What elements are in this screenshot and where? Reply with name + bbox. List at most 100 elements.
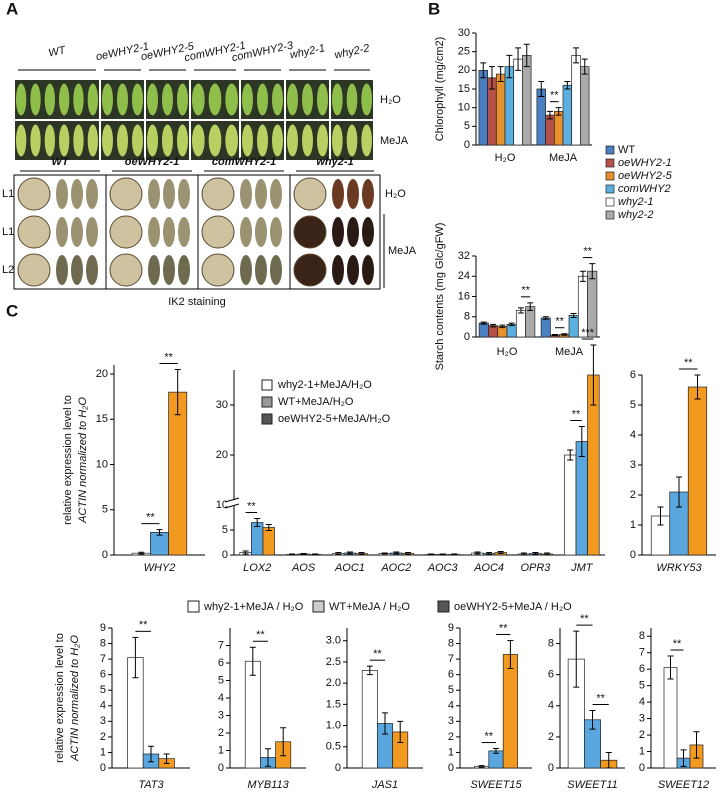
y-tick-label: 4	[100, 700, 106, 712]
panel-label: B	[428, 0, 440, 18]
stained-leaf	[240, 255, 252, 285]
y-tick-label: 16	[458, 290, 470, 302]
error-bar	[174, 369, 181, 416]
y-tick-label: 6	[448, 669, 454, 681]
bar	[262, 527, 275, 556]
stained-leaf	[178, 255, 190, 285]
leaf	[361, 83, 372, 116]
y-tick-label: 6	[218, 657, 224, 669]
error-bar	[657, 506, 664, 526]
leaf	[102, 124, 113, 157]
leaf	[208, 83, 222, 116]
bar	[150, 532, 169, 556]
y-tick-label: 1	[448, 746, 454, 758]
bar	[571, 55, 581, 146]
y-tick-label: 30	[458, 27, 470, 39]
leaf	[242, 83, 253, 116]
bar	[361, 670, 378, 769]
bar	[244, 660, 261, 769]
bar	[575, 441, 588, 556]
error-bar	[667, 655, 674, 680]
error-bar	[590, 344, 597, 406]
error-bar	[249, 646, 256, 676]
y-tick-label: 1	[218, 744, 224, 756]
y-tick-label: 1.5	[326, 698, 341, 710]
y-tick-label: 10	[96, 458, 108, 470]
y-tick-label: 20	[458, 64, 470, 76]
stained-leaf	[255, 179, 267, 209]
stained-leaf	[86, 255, 98, 285]
rosette	[201, 215, 235, 249]
rosette	[293, 215, 327, 249]
rosette	[109, 177, 143, 211]
x-tick-label: AOC2	[380, 562, 411, 574]
leaf	[30, 124, 41, 157]
caption: IK2 staining	[168, 296, 225, 308]
error-bar	[148, 745, 154, 763]
y-tick-label: 6	[100, 669, 106, 681]
axis-break	[224, 497, 240, 503]
x-tick-label: LOX2	[243, 562, 271, 574]
bar	[687, 386, 708, 556]
legend-swatch	[261, 396, 273, 408]
error-bar	[300, 553, 307, 555]
leaf	[302, 83, 313, 116]
stained-leaf	[56, 217, 68, 247]
stained-leaf	[71, 179, 83, 209]
error-bar	[478, 765, 485, 768]
error-bar	[676, 476, 682, 508]
error-bar	[497, 551, 504, 554]
y-tick-label: 0	[102, 549, 108, 561]
y-tick-label: 20	[216, 449, 228, 461]
y-tick-label: 4	[448, 700, 454, 712]
error-bar	[163, 753, 170, 764]
error-bar	[567, 449, 574, 461]
error-bar	[579, 270, 586, 282]
y-tick-label: 7	[639, 647, 645, 659]
error-bar	[523, 43, 530, 68]
error-bar	[439, 553, 446, 556]
x-tick-label: H₂O	[497, 346, 518, 358]
error-bar	[544, 552, 551, 556]
error-bar	[497, 66, 504, 83]
stained-leaf	[240, 179, 252, 209]
y-axis-label: Starch contents (mg Glc/gFW)	[434, 223, 446, 371]
bar	[478, 69, 488, 146]
y-tick-label: 5	[222, 524, 228, 536]
treatment-label: MeJA	[380, 135, 409, 147]
rosette	[201, 177, 235, 211]
bar	[564, 454, 577, 556]
y-tick-label: 0.5	[326, 741, 341, 753]
leaf	[73, 83, 84, 116]
x-tick-label: OPR3	[520, 562, 551, 574]
leaf	[272, 83, 283, 116]
y-tick-label: 0	[464, 139, 470, 151]
leaf	[225, 124, 239, 157]
y-axis-label: relative expression level to	[62, 395, 74, 525]
y-tick-label: 7	[448, 653, 454, 665]
y-tick-label: 5	[102, 504, 108, 516]
y-axis-label: ACTIN normalized to H₂O	[69, 635, 81, 762]
error-bar	[474, 551, 481, 555]
error-bar	[346, 551, 353, 555]
y-tick-label: 5	[639, 680, 645, 692]
y-tick-label: 5	[218, 674, 224, 686]
leaf	[208, 124, 222, 157]
y-tick-label: 5	[630, 399, 636, 411]
stained-leaf	[178, 179, 190, 209]
y-tick-label: 8	[100, 637, 106, 649]
error-bar	[242, 550, 249, 555]
y-tick-label: 0	[222, 549, 228, 561]
leaf	[361, 124, 372, 157]
significance-label: **	[684, 357, 693, 369]
error-bar	[693, 731, 700, 759]
leaf	[117, 83, 128, 116]
error-bar	[508, 322, 515, 327]
x-tick-label: H₂O	[495, 152, 516, 164]
rosette	[293, 177, 327, 211]
leaf	[192, 124, 205, 157]
significance-label: **	[499, 622, 508, 634]
stained-leaf	[347, 217, 359, 247]
leaf-label: L1	[2, 226, 14, 238]
